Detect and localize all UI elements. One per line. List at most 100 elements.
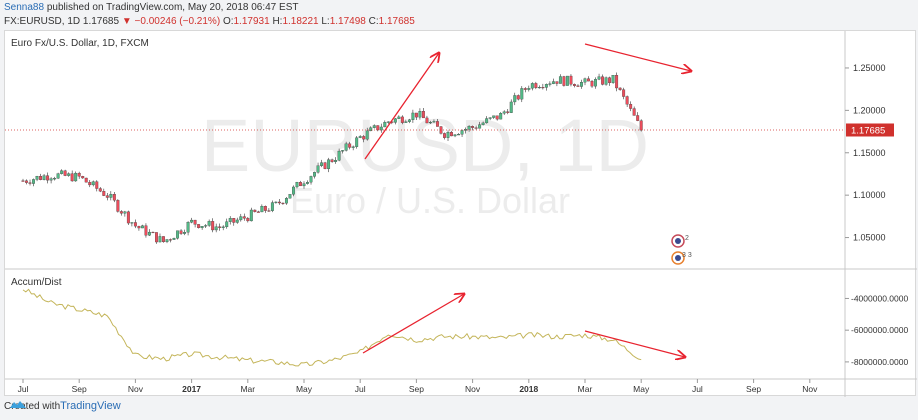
candle-body bbox=[186, 222, 190, 233]
chart-frame[interactable]: EURUSD, 1D Euro / U.S. Dollar 1.17685 1.… bbox=[4, 30, 917, 397]
author-link[interactable]: Senna88 bbox=[4, 2, 45, 13]
candle-body bbox=[316, 165, 320, 173]
candle-body bbox=[267, 210, 271, 212]
trend-arrow-down-accum[interactable] bbox=[584, 330, 685, 357]
candle-body bbox=[200, 226, 204, 228]
candle-body bbox=[608, 77, 612, 83]
candle-body bbox=[274, 201, 278, 203]
candle-body bbox=[404, 121, 408, 123]
candle-body bbox=[467, 126, 471, 130]
time-axis[interactable]: Jul Sep Nov 2017 Mar May Jul Sep Nov 2018 Mar May Ju… bbox=[18, 379, 819, 394]
candle-body bbox=[137, 225, 141, 229]
quote-line: FX:EURUSD, 1D 1.17685 ▼ −0.00246 (−0.21%… bbox=[4, 16, 415, 27]
candle-body bbox=[112, 194, 116, 201]
down-triangle-icon: ▼ bbox=[121, 16, 132, 27]
candle-body bbox=[527, 88, 531, 90]
candle-body bbox=[88, 182, 92, 186]
footer: Created with TradingView bbox=[4, 400, 121, 412]
candle-body bbox=[239, 216, 243, 221]
candles-layer bbox=[21, 72, 643, 244]
trend-arrow-down-price[interactable] bbox=[584, 43, 691, 71]
candle-body bbox=[485, 118, 489, 124]
candle-body bbox=[460, 130, 464, 135]
chart-canvas[interactable]: EURUSD, 1D Euro / U.S. Dollar 1.17685 1.… bbox=[5, 31, 917, 397]
candle-body bbox=[49, 178, 53, 181]
candle-body bbox=[421, 111, 425, 119]
candle-body bbox=[91, 181, 95, 186]
high-value: 1.18221 bbox=[282, 16, 319, 27]
candle-body bbox=[544, 84, 548, 88]
candle-body bbox=[516, 95, 520, 100]
open-value: 1.17931 bbox=[233, 16, 270, 27]
candle-body bbox=[446, 132, 450, 138]
low-label: L: bbox=[321, 16, 330, 27]
accum-tick-label: -6000000.0000 bbox=[851, 325, 908, 335]
time-tick-label: May bbox=[296, 384, 313, 394]
candle-body bbox=[548, 83, 552, 85]
candle-body bbox=[551, 81, 555, 84]
tradingview-link[interactable]: TradingView bbox=[60, 400, 121, 412]
price-tick-label: 1.15000 bbox=[853, 148, 886, 158]
candle-body bbox=[228, 218, 232, 222]
event-badge-earnings[interactable]: 3 3 bbox=[671, 251, 692, 265]
candle-body bbox=[320, 162, 324, 166]
candle-body bbox=[383, 122, 387, 128]
publish-line: Senna88 published on TradingView.com, Ma… bbox=[4, 2, 298, 13]
time-tick-label: Nov bbox=[465, 384, 481, 394]
candle-body bbox=[611, 75, 615, 83]
candle-body bbox=[587, 78, 590, 82]
chart-header: Senna88 published on TradingView.com, Ma… bbox=[0, 0, 918, 30]
candle-body bbox=[506, 111, 510, 113]
candle-body bbox=[53, 178, 57, 180]
candle-body bbox=[495, 115, 499, 120]
time-tick-label: Sep bbox=[746, 384, 761, 394]
indicator-pane-title[interactable]: Accum/Dist bbox=[11, 277, 62, 288]
accum-axis[interactable]: -4000000.0000 -6000000.0000 -8000000.0000 bbox=[845, 293, 908, 367]
candle-body bbox=[457, 134, 460, 136]
candle-body bbox=[74, 172, 78, 182]
candle-body bbox=[155, 232, 158, 243]
main-pane-title: Euro Fx/U.S. Dollar, 1D, FXCM bbox=[11, 38, 149, 49]
candle-body bbox=[562, 76, 566, 86]
candle-body bbox=[309, 176, 313, 183]
candle-body bbox=[123, 211, 127, 214]
candle-body bbox=[393, 118, 397, 123]
candle-body bbox=[590, 80, 594, 87]
candle-body bbox=[39, 176, 43, 180]
candle-body bbox=[190, 219, 194, 223]
time-tick-label: Jul bbox=[355, 384, 366, 394]
candle-body bbox=[197, 224, 201, 228]
trend-arrow-up-price[interactable] bbox=[364, 53, 439, 160]
candle-body bbox=[242, 216, 246, 219]
candle-body bbox=[116, 200, 120, 212]
candle-body bbox=[158, 236, 162, 243]
event-badge-dividend[interactable]: 2 bbox=[671, 234, 689, 248]
candle-body bbox=[576, 85, 580, 87]
candle-body bbox=[56, 173, 60, 179]
time-tick-label: 2018 bbox=[519, 384, 538, 394]
price-axis[interactable]: 1.25000 1.20000 1.15000 1.10000 1.05000 bbox=[845, 63, 886, 243]
candle-body bbox=[221, 226, 225, 228]
candle-body bbox=[81, 176, 85, 179]
accum-dist-line bbox=[22, 288, 642, 367]
trend-arrow-up-accum[interactable] bbox=[362, 294, 464, 354]
candle-body bbox=[555, 81, 559, 84]
price-tick-label: 1.20000 bbox=[853, 105, 886, 115]
candle-body bbox=[488, 117, 492, 119]
candle-body bbox=[530, 83, 534, 89]
candle-body bbox=[176, 230, 179, 239]
candle-body bbox=[569, 75, 573, 85]
time-tick-label: Sep bbox=[72, 384, 87, 394]
accum-tick-label: -4000000.0000 bbox=[851, 293, 908, 303]
candle-body bbox=[615, 75, 619, 89]
candle-body bbox=[327, 159, 331, 169]
candle-body bbox=[337, 150, 341, 161]
candle-body bbox=[330, 159, 334, 162]
candle-body bbox=[162, 236, 165, 243]
price-tick-label: 1.05000 bbox=[853, 233, 886, 243]
candle-body bbox=[471, 126, 475, 128]
candle-body bbox=[77, 172, 81, 177]
candle-body bbox=[474, 127, 478, 129]
candle-body bbox=[358, 136, 362, 138]
candle-body bbox=[67, 173, 71, 176]
